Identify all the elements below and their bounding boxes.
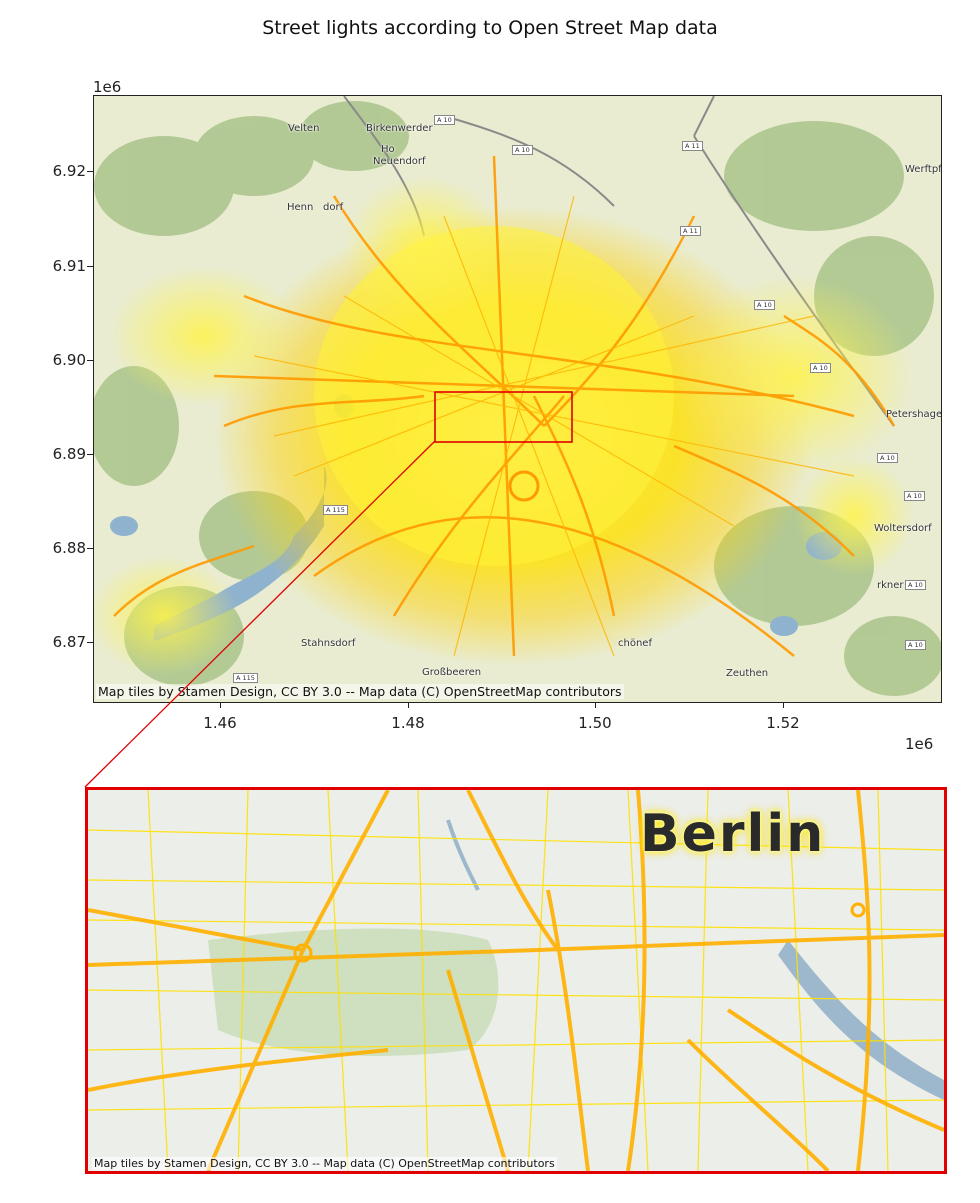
road-shield: A 10	[754, 300, 775, 310]
road-shield: A 115	[323, 505, 348, 515]
place-label-erkner: rkner	[877, 580, 904, 591]
inset-map-attribution: Map tiles by Stamen Design, CC BY 3.0 --…	[92, 1157, 557, 1170]
road-shield: A 10	[512, 145, 533, 155]
place-label-hennigsdorf: Henn	[287, 202, 314, 213]
main-map-canvas	[94, 96, 941, 702]
y-axis-exponent: 1e6	[93, 78, 122, 96]
road-shield: A 10	[905, 640, 926, 650]
place-label-werftpfuhl: Werftpf	[905, 164, 942, 175]
y-tick-label: 6.87	[52, 633, 86, 651]
roundabout	[293, 943, 313, 963]
main-map[interactable]: Velten Birkenwerder Ho Neuendorf Henn do…	[93, 95, 942, 703]
place-label-schoenefeld: chönef	[618, 638, 652, 649]
place-label-neuendorf: Neuendorf	[373, 156, 426, 167]
place-label-hohen-neuendorf: Ho	[381, 144, 395, 155]
y-tick-label: 6.92	[52, 162, 86, 180]
x-axis-exponent: 1e6	[905, 735, 934, 753]
road-shield: A 11	[680, 226, 701, 236]
y-tick-label: 6.89	[52, 445, 86, 463]
road-shield: A 11	[682, 141, 703, 151]
place-label-hennigsdorf-end: dorf	[323, 202, 344, 213]
place-label-velten: Velten	[288, 123, 320, 134]
map-attribution: Map tiles by Stamen Design, CC BY 3.0 --…	[96, 684, 624, 699]
x-tick-label: 1.46	[203, 714, 237, 732]
place-label-birkenwerder: Birkenwerder	[366, 123, 433, 134]
road-shield: A 10	[810, 363, 831, 373]
x-tick-label: 1.52	[766, 714, 800, 732]
x-tick-label: 1.48	[391, 714, 425, 732]
x-tick-mark	[595, 702, 596, 708]
y-tick-label: 6.90	[52, 351, 86, 369]
city-label-berlin: Berlin	[640, 804, 826, 864]
x-tick-mark	[783, 702, 784, 708]
road-shield: A 10	[434, 115, 455, 125]
place-label-woltersdorf: Woltersdorf	[874, 523, 932, 534]
place-label-grossbeeren: Großbeeren	[422, 667, 482, 678]
inset-zoom-map[interactable]: Berlin Map tiles by Stamen Design, CC BY…	[85, 787, 947, 1174]
inset-map-canvas	[88, 790, 944, 1171]
figure-title: Street lights according to Open Street M…	[262, 17, 718, 39]
y-tick-mark	[87, 171, 93, 172]
y-tick-label: 6.88	[52, 539, 86, 557]
place-label-petershagen: Petershage	[886, 409, 942, 420]
inset-street-lights-major	[88, 790, 944, 1171]
place-label-zeuthen: Zeuthen	[726, 668, 769, 679]
y-tick-label: 6.91	[52, 257, 86, 275]
road-shield: A 10	[877, 453, 898, 463]
road-shield: A 115	[233, 673, 258, 683]
zoom-highlight-box[interactable]	[434, 391, 573, 443]
y-tick-mark	[87, 266, 93, 267]
river	[778, 940, 944, 1100]
road-shield: A 10	[904, 491, 925, 501]
x-tick-label: 1.50	[578, 714, 612, 732]
place-label-stahnsdorf: Stahnsdorf	[301, 638, 356, 649]
inset-street-lights-minor	[88, 790, 944, 1171]
y-tick-mark	[87, 360, 93, 361]
road-shield: A 10	[905, 580, 926, 590]
